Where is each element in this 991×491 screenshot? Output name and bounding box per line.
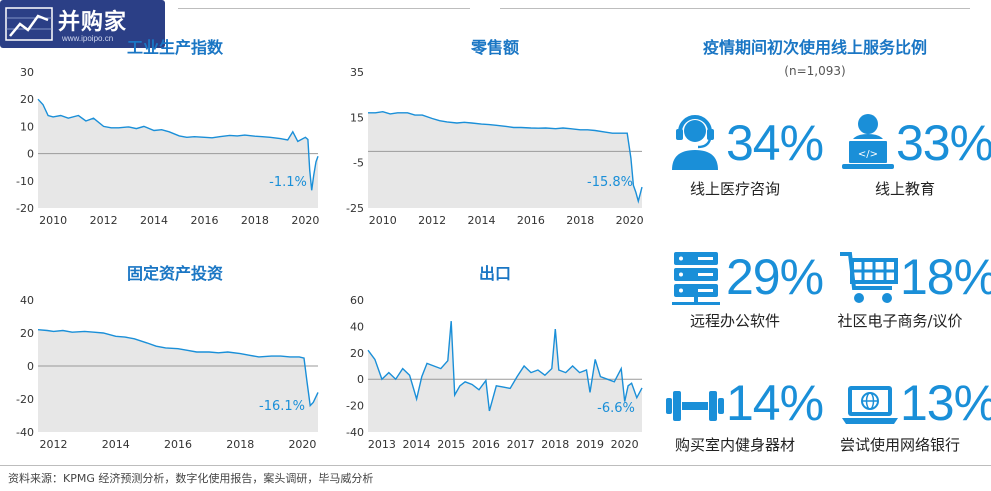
chart-retail-sales: 35 15 -5 -25 2010 2012 2014 2016 2018 2020 -15.8% — [346, 66, 644, 227]
series-line — [368, 110, 643, 204]
y-tick-label: 15 — [350, 111, 364, 124]
stat-pct-ecommerce: 18% — [900, 249, 991, 305]
value-annotation: -16.1% — [259, 399, 305, 414]
divider-top-middle — [178, 8, 470, 9]
y-tick-label: -20 — [16, 202, 34, 215]
chart-fixed-asset-investment: 40 20 0 -20 -40 2012 2014 2016 2018 2020 -16.1% — [16, 294, 319, 451]
stat-label-education: 线上教育 — [874, 180, 935, 198]
stat-label-ecommerce: 社区电子商务/议价 — [837, 312, 963, 330]
y-tick-label: 10 — [20, 120, 34, 133]
series-line — [367, 321, 643, 412]
y-tick-label: -40 — [16, 426, 34, 439]
x-tick-label: 2016 — [164, 438, 192, 451]
divider-bottom — [0, 465, 991, 466]
series-line — [37, 329, 319, 408]
y-tick-label: 40 — [20, 294, 34, 307]
series-area — [368, 321, 642, 432]
survey-subtitle: (n=1,093) — [784, 64, 846, 78]
x-tick-label: 2012 — [418, 214, 446, 227]
y-tick-label: -20 — [346, 400, 364, 413]
x-tick-label: 2016 — [517, 214, 545, 227]
x-tick-label: 2020 — [288, 438, 316, 451]
series-area — [368, 111, 642, 208]
x-tick-label: 2018 — [566, 214, 594, 227]
y-tick-label: 30 — [20, 66, 34, 79]
stat-pct-fitness: 14% — [726, 375, 824, 431]
laptop-globe-icon — [842, 386, 898, 424]
x-tick-label: 2014 — [403, 438, 431, 451]
laptop-person-icon: </> — [842, 114, 894, 169]
x-tick-label: 2020 — [611, 438, 639, 451]
x-tick-label: 2018 — [226, 438, 254, 451]
x-tick-label: 2012 — [40, 438, 68, 451]
x-tick-label: 2010 — [39, 214, 67, 227]
divider-top-right — [500, 8, 970, 9]
y-tick-label: -25 — [346, 202, 364, 215]
stat-pct-online-banking: 13% — [900, 375, 991, 431]
x-tick-label: 2018 — [241, 214, 269, 227]
headset-person-icon — [672, 115, 718, 170]
stat-label-fitness: 购买室内健身器材 — [674, 436, 795, 454]
chart-exports: 60 40 20 0 -20 -40 2013 2014 2015 2016 2017 2018 201… — [346, 294, 643, 451]
x-tick-label: 2016 — [190, 214, 218, 227]
x-tick-label: 2010 — [369, 214, 397, 227]
logo-url: www.ipoipo.cn — [62, 34, 114, 43]
chart1-title: 工业生产指数 — [126, 38, 223, 57]
x-tick-label: 2016 — [472, 438, 500, 451]
y-tick-label: 20 — [20, 327, 34, 340]
stat-pct-medical: 34% — [726, 115, 824, 171]
y-tick-label: 20 — [350, 347, 364, 360]
y-tick-label: 60 — [350, 294, 364, 307]
chart3-title: 固定资产投资 — [126, 264, 223, 283]
x-tick-label: 2013 — [368, 438, 396, 451]
y-tick-label: -20 — [16, 393, 34, 406]
stat-label-remote-work: 远程办公软件 — [689, 312, 780, 330]
y-tick-label: 40 — [350, 320, 364, 333]
dumbbell-icon — [666, 391, 724, 421]
y-tick-label: 0 — [357, 373, 364, 386]
chart-logo-icon — [5, 7, 53, 41]
x-tick-label: 2014 — [140, 214, 168, 227]
logo: 并购家 www.ipoipo.cn — [0, 0, 165, 48]
value-annotation: -15.8% — [587, 175, 633, 190]
y-tick-label: -5 — [353, 157, 364, 170]
svg-text:</>: </> — [858, 149, 878, 160]
y-tick-label: 35 — [350, 66, 364, 79]
y-tick-label: 0 — [27, 360, 34, 373]
stat-label-medical: 线上医疗咨询 — [689, 180, 780, 198]
stat-label-online-banking: 尝试使用网络银行 — [839, 436, 960, 454]
value-annotation: -1.1% — [269, 175, 307, 190]
y-tick-label: 20 — [20, 93, 34, 106]
chart4-title: 出口 — [478, 264, 511, 283]
x-tick-label: 2012 — [90, 214, 118, 227]
y-tick-label: -40 — [346, 426, 364, 439]
chart2-title: 零售额 — [470, 38, 519, 57]
x-tick-label: 2018 — [541, 438, 569, 451]
series-area — [38, 329, 318, 432]
stat-pct-remote-work: 29% — [726, 249, 824, 305]
value-annotation: -6.6% — [597, 401, 635, 416]
survey-title: 疫情期间初次使用线上服务比例 — [702, 38, 927, 57]
x-tick-label: 2014 — [102, 438, 130, 451]
x-tick-label: 2015 — [437, 438, 465, 451]
stat-pct-education: 33% — [896, 115, 991, 171]
x-tick-label: 2019 — [576, 438, 604, 451]
series-line — [37, 98, 319, 191]
x-tick-label: 2017 — [507, 438, 535, 451]
x-tick-label: 2014 — [468, 214, 496, 227]
source-note: 资料来源：KPMG 经济预测分析，数字化使用报告，案头调研，毕马威分析 — [8, 472, 374, 485]
y-tick-label: -10 — [16, 175, 34, 188]
shopping-cart-icon — [840, 252, 898, 303]
x-tick-label: 2020 — [291, 214, 319, 227]
x-tick-label: 2020 — [616, 214, 644, 227]
y-tick-label: 0 — [27, 148, 34, 161]
server-rack-icon — [672, 252, 720, 305]
logo-name: 并购家 — [58, 10, 128, 35]
